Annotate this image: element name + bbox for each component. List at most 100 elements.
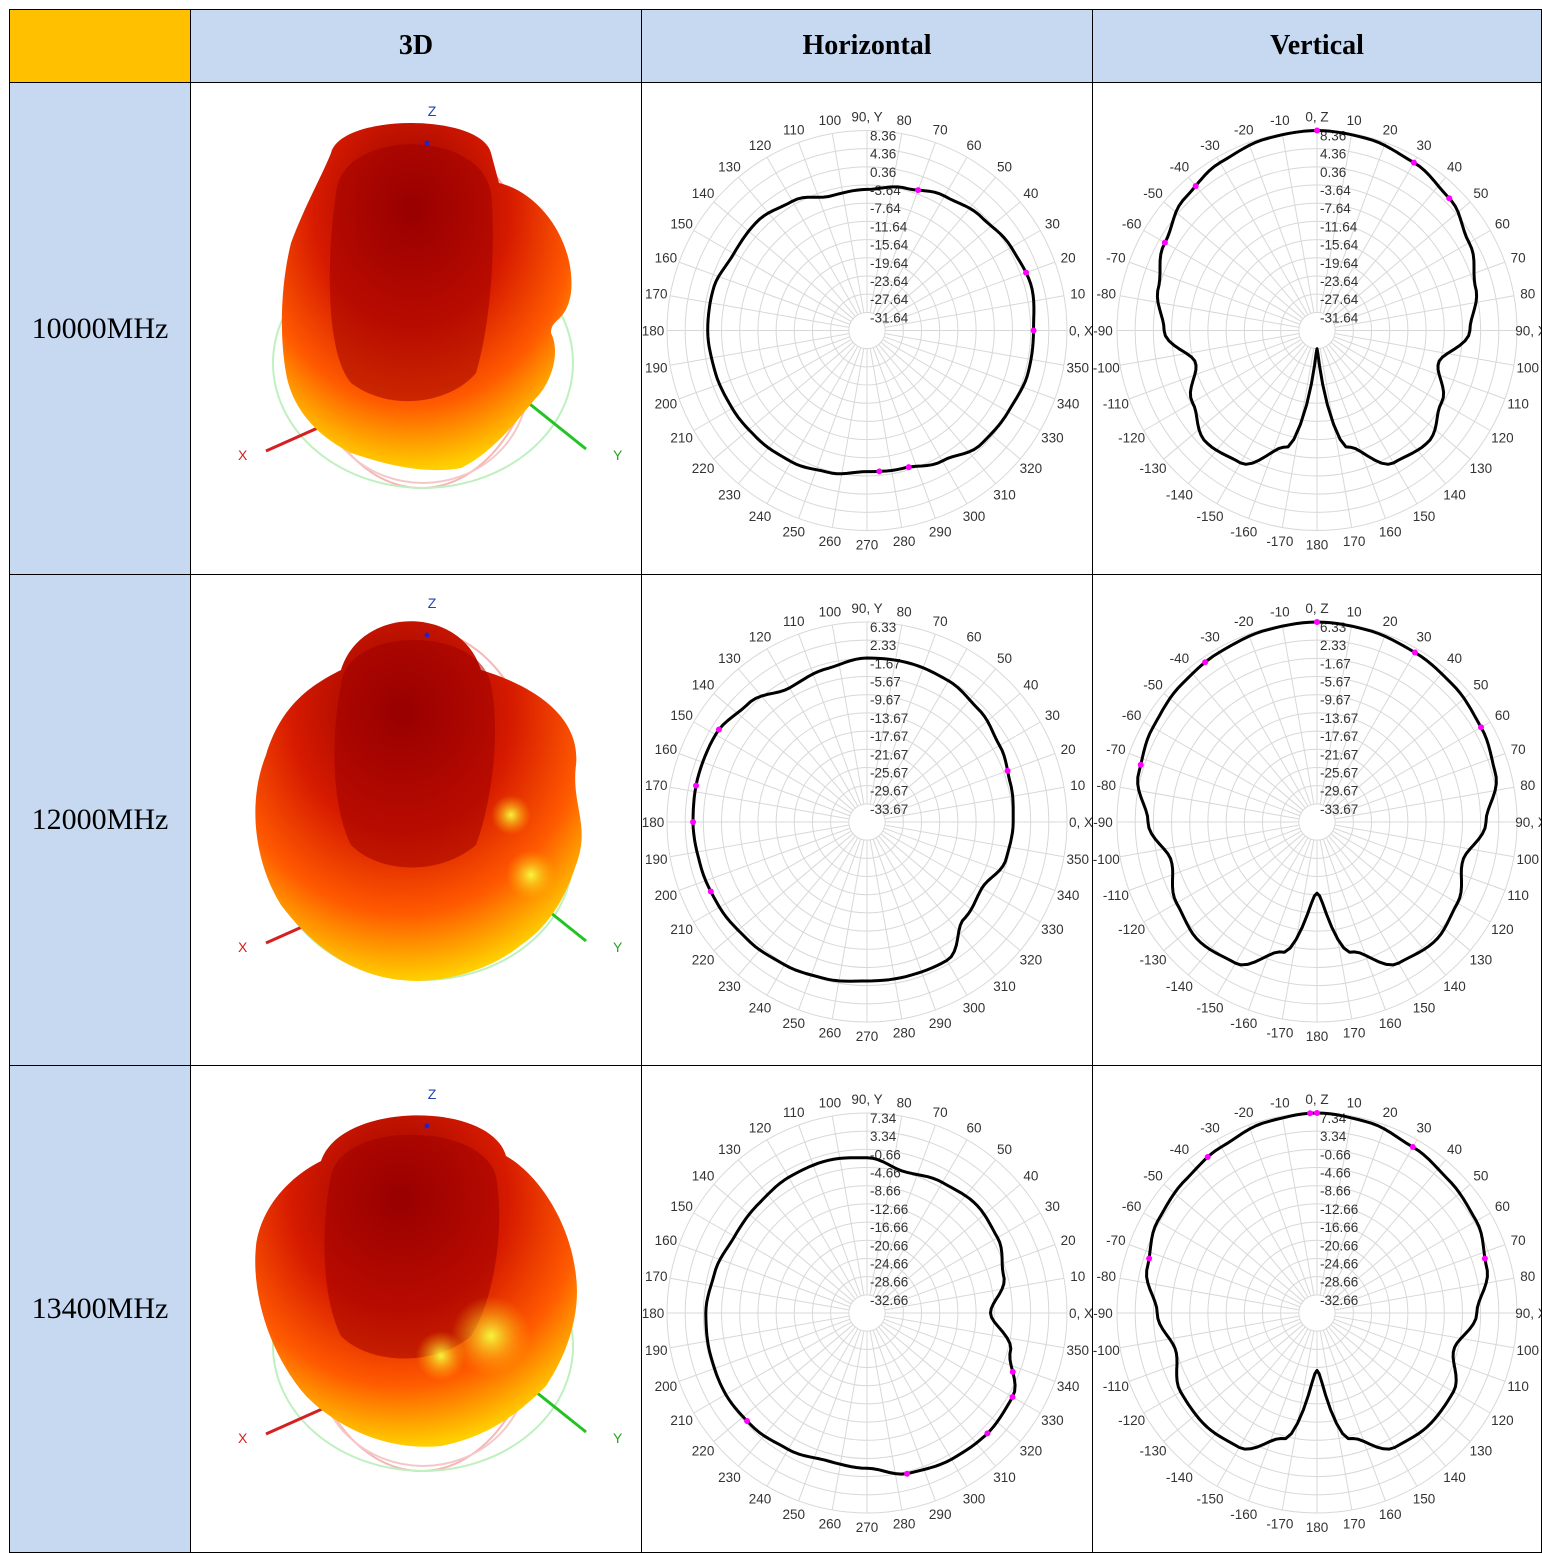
angle-label: 110 <box>783 614 805 629</box>
angle-label: 180 <box>1306 1029 1329 1044</box>
polar-grid <box>666 1112 1068 1514</box>
angle-label: 130 <box>718 160 741 175</box>
angle-label: 40 <box>1447 160 1462 175</box>
radial-tick-label: -33.67 <box>1320 802 1358 817</box>
angle-label: 90, X <box>1515 815 1541 830</box>
radial-tick-label: -16.66 <box>870 1220 908 1235</box>
angle-label: 50 <box>997 160 1012 175</box>
angle-label: 90, Y <box>851 601 882 616</box>
angle-label: 60 <box>966 138 981 153</box>
angle-label: 290 <box>929 1016 952 1031</box>
radial-tick-label: -15.64 <box>1320 238 1359 253</box>
angle-label: 120 <box>1491 922 1514 937</box>
corner-cell <box>9 9 191 83</box>
angle-label: 70 <box>1511 1233 1526 1248</box>
radial-tick-label: -8.66 <box>1320 1184 1351 1199</box>
angle-label: 230 <box>718 979 741 994</box>
angle-label: 10 <box>1070 286 1085 301</box>
pattern-marker <box>1192 182 1199 189</box>
angle-label: -170 <box>1266 534 1293 549</box>
angle-label: 100 <box>819 1095 842 1110</box>
y-axis-label: Y <box>613 1430 623 1446</box>
angle-label: 0, Z <box>1305 110 1328 125</box>
angle-label: -90 <box>1093 324 1113 339</box>
angle-label: 180 <box>1306 538 1329 553</box>
angle-label: -40 <box>1170 651 1190 666</box>
angle-label: -20 <box>1234 122 1254 137</box>
radial-tick-label: -8.66 <box>870 1184 901 1199</box>
angle-label: 80 <box>897 113 912 128</box>
angle-label: 10 <box>1070 778 1085 793</box>
pattern-marker <box>904 1470 911 1477</box>
angle-label: 260 <box>819 534 842 549</box>
pattern-marker <box>984 1430 991 1437</box>
angle-label: -100 <box>1093 1343 1120 1358</box>
angle-label: -160 <box>1230 1016 1257 1031</box>
angle-label: 20 <box>1383 122 1398 137</box>
radial-tick-label: -16.66 <box>1320 1220 1358 1235</box>
radial-tick-label: -13.67 <box>1320 711 1358 726</box>
radial-tick-label: -0.66 <box>1320 1147 1351 1162</box>
radial-tick-label: 8.36 <box>870 129 896 144</box>
angle-label: 250 <box>783 1507 806 1522</box>
angle-label: 20 <box>1061 1233 1076 1248</box>
radial-tick-label: -15.64 <box>870 238 909 253</box>
plot-horizontal-12000: 0, X 10 20 30 40 50 60 70 80 90, Y 100 110 120 130 140… <box>641 574 1093 1066</box>
angle-label: 180 <box>642 815 664 830</box>
angle-label: 240 <box>749 509 772 524</box>
angle-label: 110 <box>1507 1379 1529 1394</box>
angle-label: 330 <box>1041 1413 1064 1428</box>
pattern-marker <box>707 888 714 895</box>
angle-label: -50 <box>1143 677 1163 692</box>
angle-label: 120 <box>749 138 772 153</box>
pattern-marker <box>1009 1368 1016 1375</box>
radial-tick-label: -24.66 <box>1320 1256 1358 1271</box>
angle-label: 180 <box>642 324 664 339</box>
radial-tick-label: -31.64 <box>870 310 909 325</box>
header-3d: 3D <box>190 9 642 83</box>
polar-grid <box>1116 621 1518 1023</box>
angle-label: 0, X <box>1069 1306 1092 1321</box>
origin-dot <box>424 140 430 146</box>
angle-label: 210 <box>670 922 693 937</box>
pattern-trace <box>1145 1111 1489 1451</box>
angle-label: 160 <box>655 1233 678 1248</box>
angle-label: -60 <box>1122 708 1142 723</box>
angle-label: 220 <box>692 953 715 968</box>
angle-label: -130 <box>1140 953 1167 968</box>
angle-label: 130 <box>718 1142 741 1157</box>
angle-label: 20 <box>1383 1105 1398 1120</box>
pattern-trace <box>691 656 1015 983</box>
pattern-marker <box>1146 1255 1153 1262</box>
pattern-marker <box>1446 195 1453 202</box>
angle-label: -150 <box>1196 1491 1223 1506</box>
angle-label: 60 <box>1495 1199 1510 1214</box>
angle-label: 80 <box>897 604 912 619</box>
pattern-marker <box>1409 1144 1416 1151</box>
angle-label: 90, Y <box>851 110 882 125</box>
angle-label: -110 <box>1103 888 1129 903</box>
radial-tick-label: 2.33 <box>1320 638 1346 653</box>
angle-label: 240 <box>749 1491 772 1506</box>
plot-3d-13400: Z X Y <box>190 1065 642 1553</box>
angle-label: 350 <box>1066 1343 1089 1358</box>
angle-label: -50 <box>1143 186 1163 201</box>
radial-tick-label: 6.33 <box>870 620 896 635</box>
angle-label: 340 <box>1057 1379 1080 1394</box>
pattern-table: 3D Horizontal Vertical 10000MHz Z X Y 0, X… <box>9 9 1542 1553</box>
angle-label: 70 <box>1511 250 1526 265</box>
angle-label: 80 <box>1520 778 1535 793</box>
angle-label: 330 <box>1041 431 1064 446</box>
angle-label: -100 <box>1093 361 1120 376</box>
angle-label: 170 <box>1343 1517 1366 1532</box>
radial-tick-label: 2.33 <box>870 638 896 653</box>
angle-label: 50 <box>1473 1168 1488 1183</box>
angle-label: 10 <box>1347 604 1362 619</box>
radial-tick-label: -4.66 <box>1320 1166 1351 1181</box>
angle-label: -80 <box>1096 1269 1116 1284</box>
radial-tick-label: -25.67 <box>1320 765 1358 780</box>
angle-label: 60 <box>1495 708 1510 723</box>
angle-label: -170 <box>1266 1517 1293 1532</box>
row-label-10000: 10000MHz <box>9 82 191 575</box>
pattern-marker <box>1314 127 1320 134</box>
